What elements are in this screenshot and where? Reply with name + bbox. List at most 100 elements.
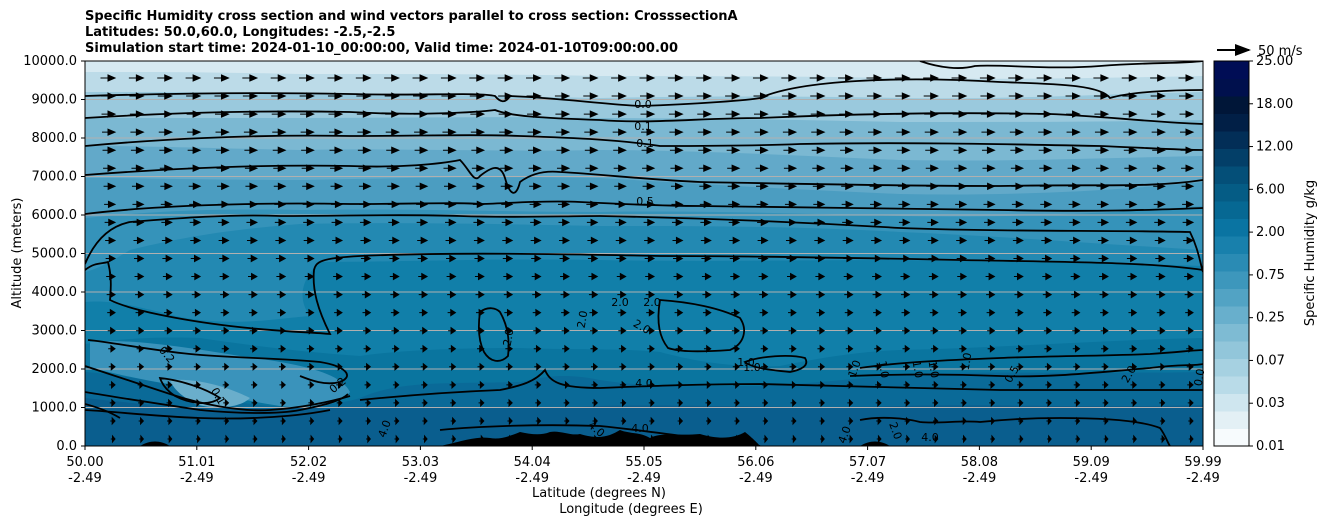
wind-vector [612, 128, 627, 136]
wind-vector [706, 434, 712, 444]
wind-vector [360, 236, 372, 245]
x-tick-label-lon: -2.49 [404, 471, 438, 486]
wind-vector [219, 254, 230, 263]
wind-vector [247, 254, 258, 263]
wind-vector [221, 344, 230, 353]
wind-vector [160, 182, 173, 191]
wind-vector [726, 146, 741, 154]
wind-vector [387, 182, 400, 191]
wind-vector [185, 74, 202, 82]
wind-vector [193, 344, 201, 353]
wind-vector [840, 164, 854, 173]
wind-vector [810, 92, 826, 100]
wind-vector [164, 326, 173, 335]
wind-vector [448, 326, 457, 335]
wind-vector [874, 344, 882, 353]
wind-vector [364, 380, 372, 389]
colorbar-band [1214, 61, 1249, 79]
x-tick-label-lon: -2.49 [627, 471, 661, 486]
wind-vector [106, 272, 117, 281]
wind-vector [697, 110, 713, 118]
wind-vector [355, 74, 372, 82]
wind-vector [809, 74, 826, 82]
wind-vector [791, 416, 797, 426]
wind-vector [302, 200, 315, 209]
contour-line [849, 363, 1203, 378]
wind-vector [874, 362, 882, 371]
contour-lines [85, 61, 1203, 446]
wind-vector [1188, 416, 1194, 426]
wind-vector [956, 254, 968, 263]
wind-vector [1036, 74, 1053, 82]
wind-vector [279, 380, 286, 389]
contour-label: 1.0 [910, 360, 926, 379]
wind-vector [1103, 416, 1109, 426]
wind-vector [337, 416, 343, 426]
wind-vector [753, 92, 769, 100]
wind-vector [905, 434, 910, 444]
wind-vector [732, 344, 740, 353]
wind-vector [731, 308, 741, 317]
wind-vector [953, 128, 968, 136]
band [85, 61, 1203, 79]
wind-vector [1178, 74, 1195, 82]
wind-vector [846, 380, 854, 389]
wind-vector [530, 236, 542, 245]
wind-vector [158, 128, 174, 136]
wind-vector [502, 254, 514, 263]
wind-vector [474, 254, 485, 263]
wind-vector [928, 272, 939, 281]
wind-vector [365, 416, 372, 426]
wind-vector [107, 326, 116, 335]
wind-vector [1183, 254, 1195, 263]
wind-vector [926, 200, 939, 209]
wind-vector [1073, 380, 1081, 389]
wind-vector [902, 326, 911, 335]
wind-vector [414, 128, 429, 136]
wind-vector [415, 182, 429, 191]
wind-vector [924, 128, 939, 136]
x-tick-label-lat: 58.08 [961, 455, 998, 470]
wind-vector [1128, 308, 1138, 317]
wind-vector [300, 128, 315, 136]
wind-vector [875, 380, 882, 389]
wind-vector [896, 128, 911, 136]
wind-vector [954, 164, 968, 173]
wind-vector [1074, 416, 1081, 426]
x-tick-label-lon: -2.49 [851, 471, 885, 486]
wind-vector [894, 74, 911, 82]
wind-vector [1099, 290, 1109, 299]
wind-vector [336, 398, 343, 408]
wind-vector [1179, 110, 1195, 118]
wind-vector [186, 92, 202, 100]
wind-vector [187, 146, 202, 154]
wind-vector [441, 110, 457, 118]
wind-vector [499, 146, 514, 154]
wind-vector [1121, 74, 1138, 82]
colorbar-tick-label: 6.00 [1256, 182, 1285, 197]
wind-vector [190, 254, 202, 263]
wind-vector [846, 362, 854, 371]
wind-vector [530, 218, 542, 227]
wind-vector [137, 380, 145, 389]
wind-vector [648, 380, 655, 389]
wind-vector [1158, 380, 1166, 389]
wind-vector [1012, 236, 1024, 245]
wind-vector [669, 146, 684, 154]
wind-vector [760, 326, 769, 335]
wind-vector [640, 92, 656, 100]
wind-vector [961, 416, 967, 426]
wind-vector [417, 254, 429, 263]
wind-vector [502, 236, 514, 245]
wind-vector [362, 308, 372, 317]
wind-vector [166, 398, 173, 408]
y-tick-label: 0.0 [56, 439, 77, 454]
wind-vector [988, 380, 996, 389]
wind-vector [952, 92, 968, 100]
wind-vector [477, 344, 485, 353]
wind-vector [365, 398, 372, 408]
wind-vectors [100, 74, 1195, 444]
wind-vector [526, 74, 542, 82]
wind-vector [615, 236, 627, 245]
wind-vector [275, 254, 287, 263]
